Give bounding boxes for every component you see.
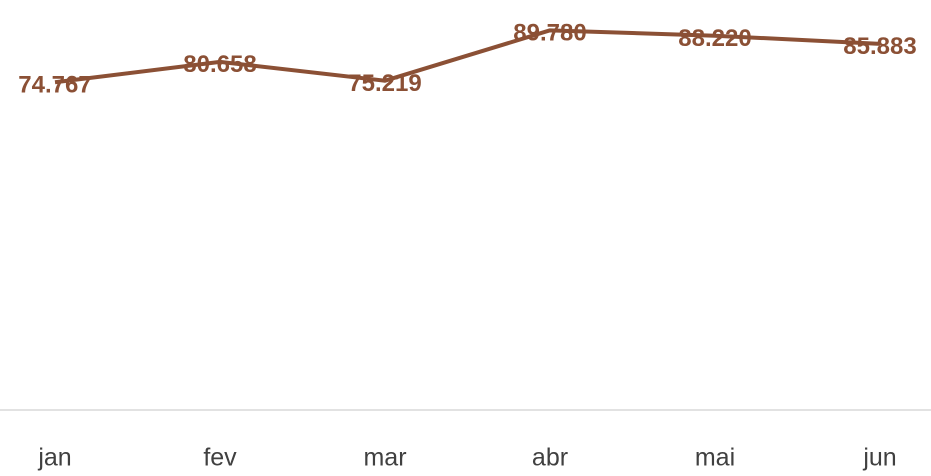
- data-label: 85.883: [843, 33, 916, 60]
- x-tick-label: mai: [695, 444, 735, 472]
- x-tick-label: jan: [37, 444, 71, 472]
- x-tick-label: mar: [363, 444, 406, 472]
- data-label: 75.219: [348, 70, 421, 97]
- x-tick-label: jun: [862, 444, 896, 472]
- line: [54, 28, 881, 85]
- data-label: 80.658: [183, 51, 256, 78]
- data-label: 74.767: [18, 72, 91, 99]
- x-tick-label: fev: [203, 444, 237, 472]
- x-tick-label: abr: [532, 444, 568, 472]
- data-label: 88.220: [678, 25, 751, 52]
- data-label: 89.780: [513, 20, 586, 47]
